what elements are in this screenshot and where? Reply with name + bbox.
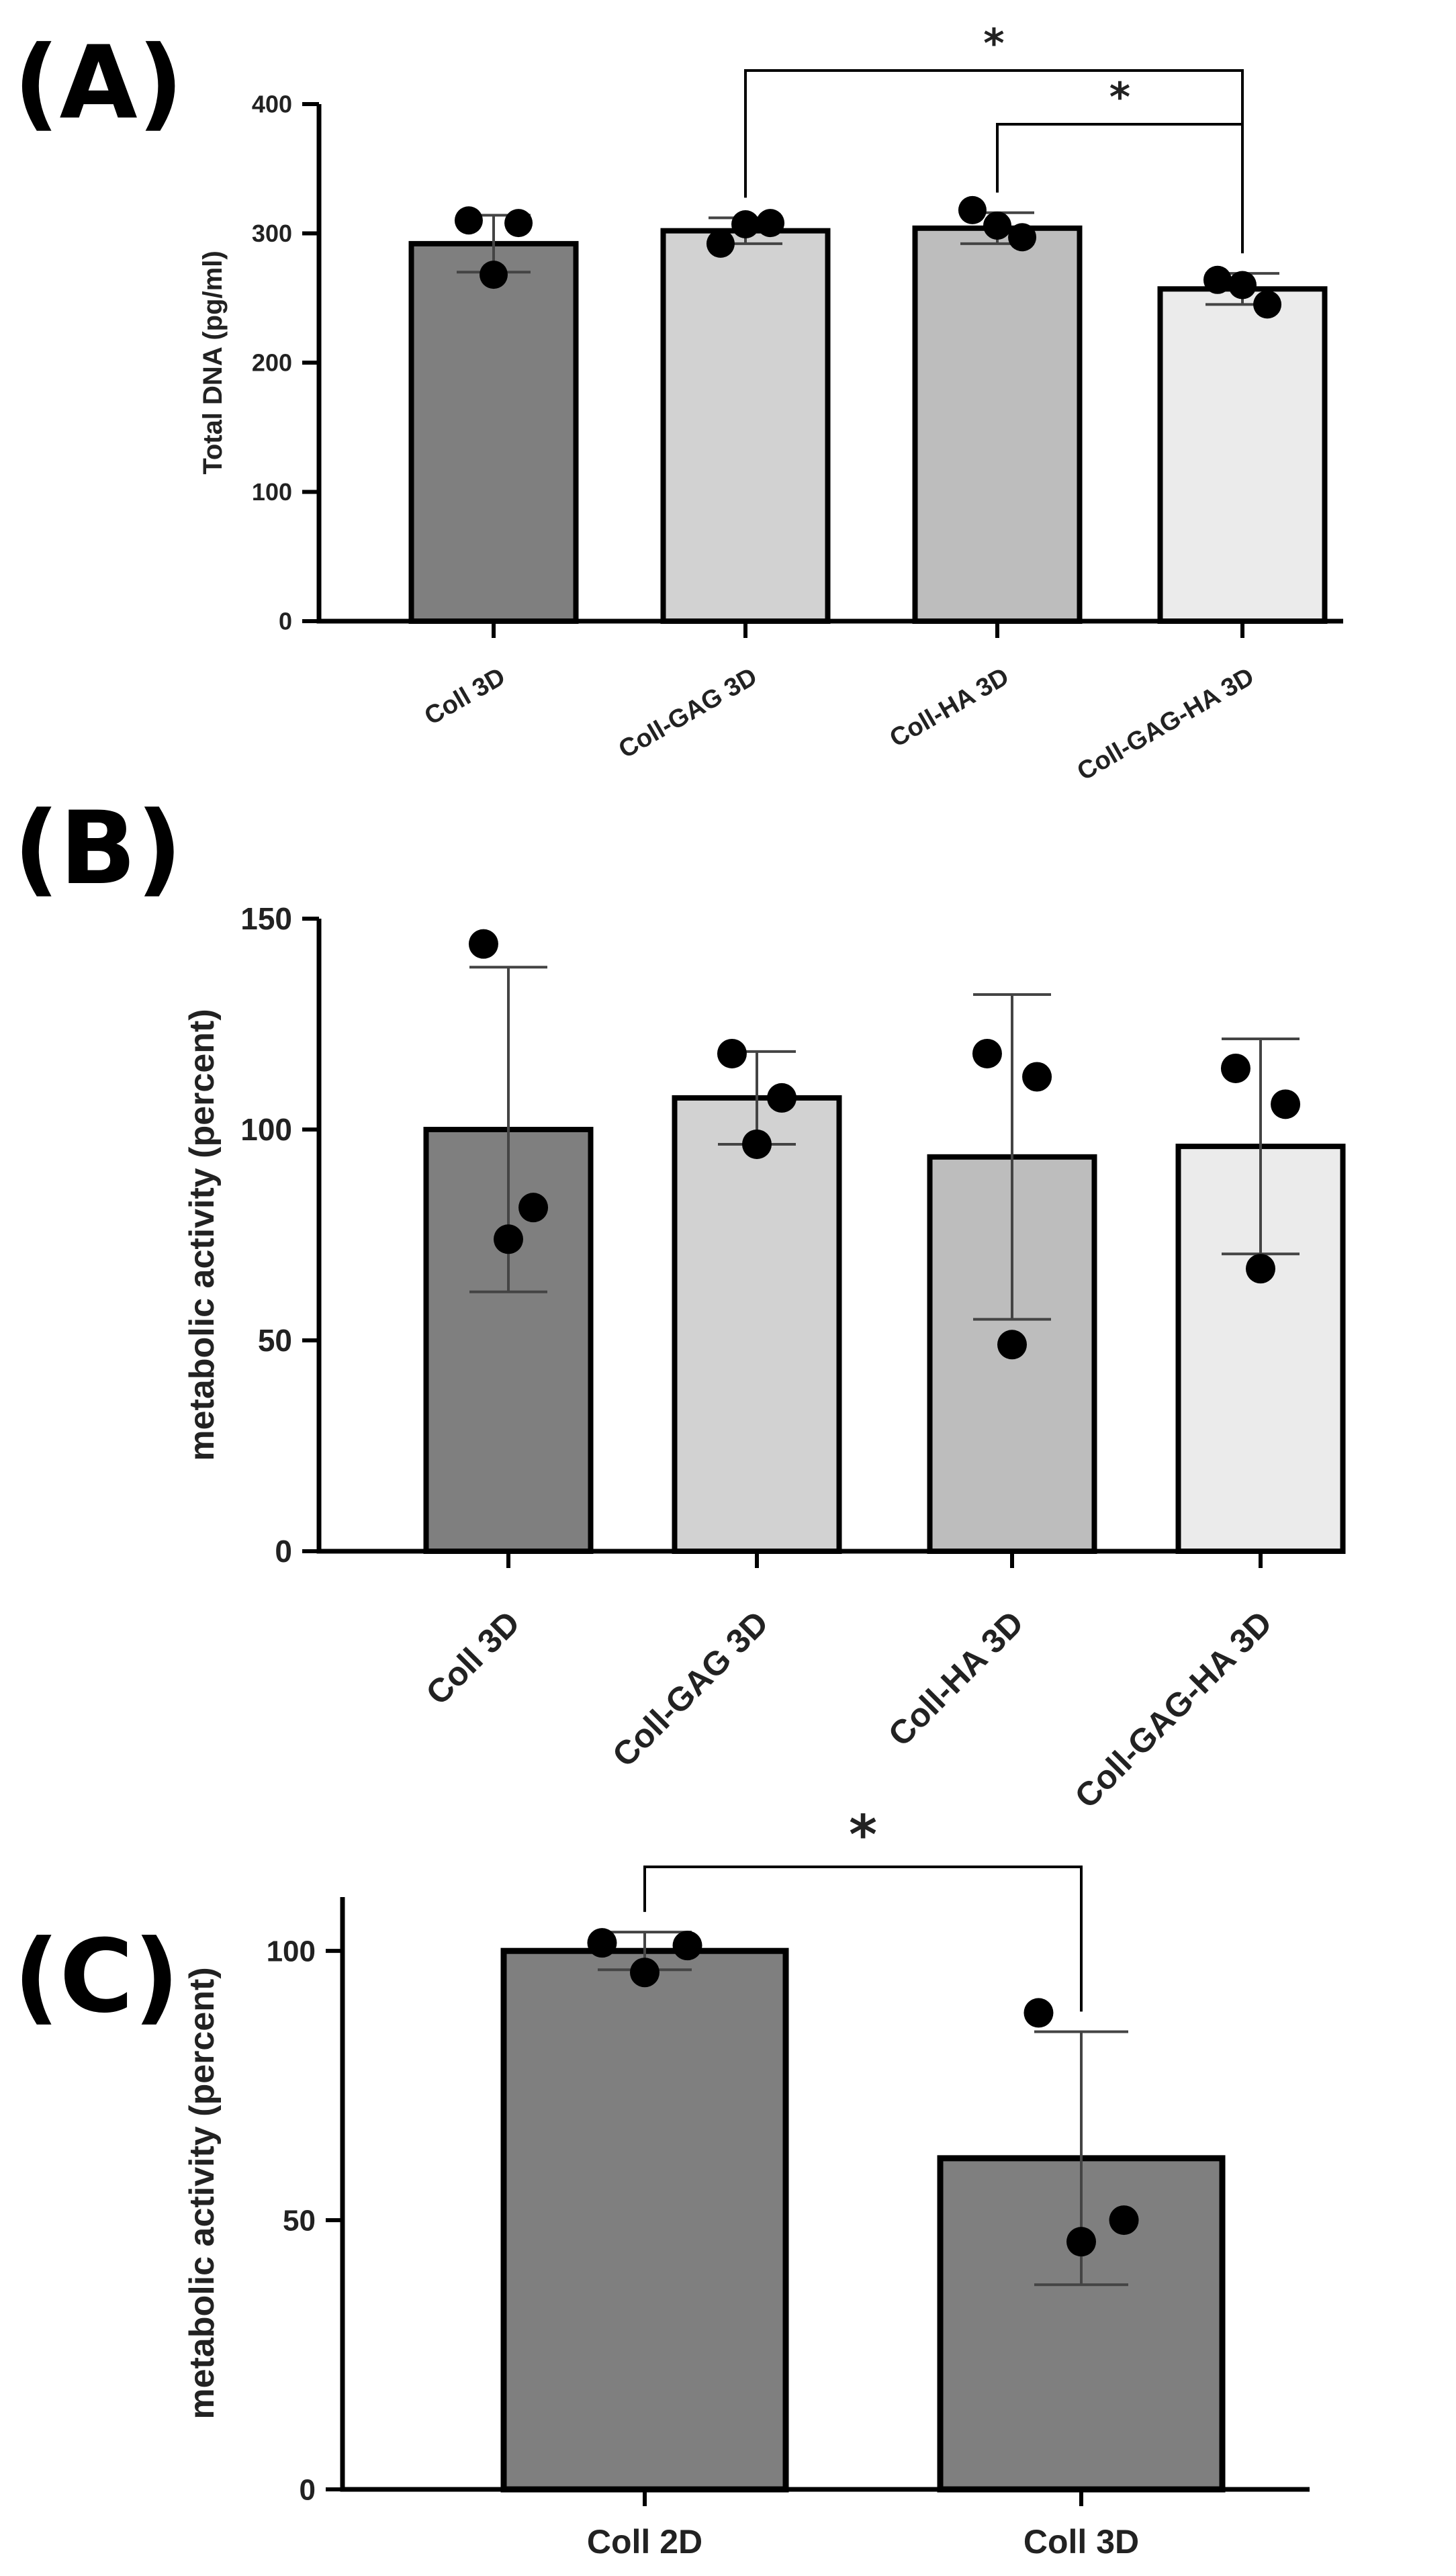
data-point — [1022, 1062, 1052, 1092]
bar-1 — [660, 228, 831, 624]
significance-bracket — [643, 1866, 1083, 2012]
data-point — [494, 1224, 523, 1254]
panel-label: (A) — [13, 25, 183, 142]
significance-star: * — [1109, 74, 1130, 121]
category-label: Coll-GAG 3D — [614, 662, 762, 764]
bar-2 — [912, 225, 1083, 624]
category-label: Coll-GAG-HA 3D — [1073, 662, 1259, 786]
data-point — [1271, 1089, 1301, 1119]
category-label: Coll 3D — [1023, 2523, 1139, 2561]
category-label: Coll-HA 3D — [885, 662, 1014, 753]
data-point — [742, 1129, 772, 1159]
panel-label: (C) — [13, 1919, 179, 2035]
bar-1 — [672, 1095, 842, 1554]
data-point — [1109, 2205, 1139, 2236]
y-tick-label: 0 — [279, 608, 292, 635]
bar-0 — [500, 1947, 789, 2493]
panel-c-metabolic-activity-2d-3d-chart: (C) 0 50 100 Coll 2D Coll 3D metabolic activit… — [13, 1804, 1310, 2561]
category-label: Coll-GAG 3D — [605, 1604, 776, 1774]
y-tick-label: 300 — [252, 220, 292, 247]
data-point — [958, 195, 987, 224]
category-label: Coll-GAG-HA 3D — [1068, 1604, 1279, 1815]
data-point — [1023, 1998, 1054, 2028]
data-point — [480, 261, 508, 289]
y-tick-label: 150 — [240, 901, 292, 936]
data-point — [1228, 271, 1257, 300]
panel-b-metabolic-activity-chart: (B) 0 50 100 150 Coll 3D Coll-GAG 3D Coll-HA 3D… — [13, 790, 1346, 1815]
y-tick-label: 0 — [275, 1534, 292, 1569]
y-tick-label: 50 — [283, 2204, 316, 2237]
data-point — [504, 209, 533, 238]
data-point — [1066, 2227, 1096, 2257]
bar-3 — [1157, 286, 1328, 624]
data-point — [518, 1193, 549, 1223]
data-point — [756, 209, 785, 238]
data-point — [1253, 290, 1282, 319]
y-tick-label: 100 — [240, 1112, 292, 1147]
data-point — [454, 206, 483, 235]
data-point — [630, 1958, 659, 1988]
significance-star: * — [983, 20, 1004, 67]
category-label: Coll-HA 3D — [881, 1604, 1031, 1753]
data-point — [731, 210, 760, 239]
y-tick-label: 0 — [300, 2473, 316, 2506]
y-tick-label: 200 — [252, 349, 292, 377]
y-axis-title: metabolic activity (percent) — [183, 1967, 222, 2419]
data-point — [983, 211, 1011, 240]
data-point — [717, 1038, 747, 1068]
panel-a-total-dna-chart: (A) 0 100 200 300 400 Coll 3D Coll-GAG 3D Coll-H… — [13, 20, 1343, 786]
data-point — [672, 1931, 702, 1961]
data-point — [706, 229, 735, 258]
data-point — [1220, 1053, 1250, 1083]
y-tick-label: 100 — [252, 478, 292, 506]
data-point — [587, 1928, 617, 1958]
data-point — [1203, 265, 1232, 294]
data-point — [1246, 1254, 1275, 1284]
data-point — [767, 1083, 797, 1113]
category-label: Coll 3D — [418, 1604, 527, 1712]
category-label: Coll 2D — [587, 2523, 702, 2561]
significance-star: * — [849, 1804, 877, 1866]
panel-label: (B) — [13, 790, 182, 907]
data-point — [997, 1330, 1027, 1360]
significance-bracket — [996, 123, 1244, 254]
data-point — [468, 929, 498, 959]
y-tick-label: 400 — [252, 91, 292, 118]
bar-0 — [408, 240, 579, 624]
y-axis-title: metabolic activity (percent) — [183, 1009, 222, 1461]
y-tick-label: 100 — [267, 1935, 316, 1968]
y-axis-title: Total DNA (pg/ml) — [198, 250, 228, 474]
data-point — [972, 1038, 1002, 1068]
category-label: Coll 3D — [420, 662, 510, 731]
y-tick-label: 50 — [258, 1323, 292, 1358]
data-point — [1008, 223, 1037, 252]
